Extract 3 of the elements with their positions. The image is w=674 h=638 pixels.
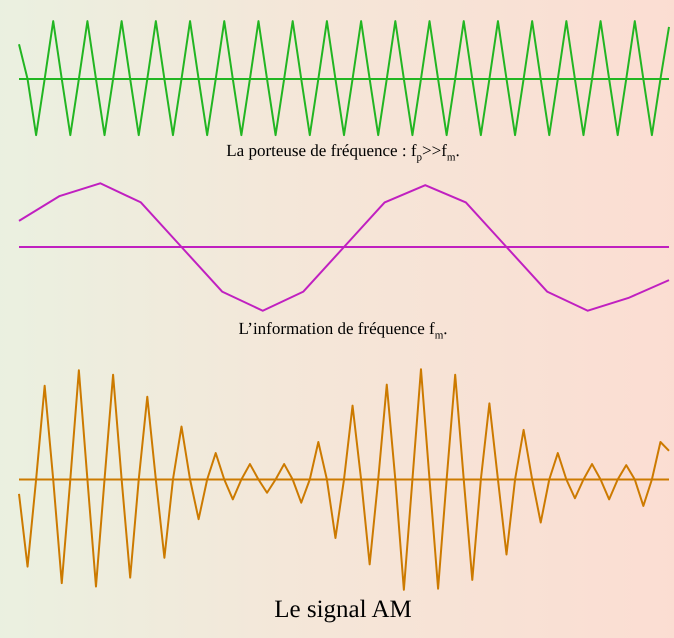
text: Le signal AM [273, 596, 413, 624]
text: La porteuse de fréquence : f$_{p}$>>f$_{m}$. [225, 141, 461, 164]
text: L’information de fréquence f$_{m}$. [237, 318, 449, 342]
